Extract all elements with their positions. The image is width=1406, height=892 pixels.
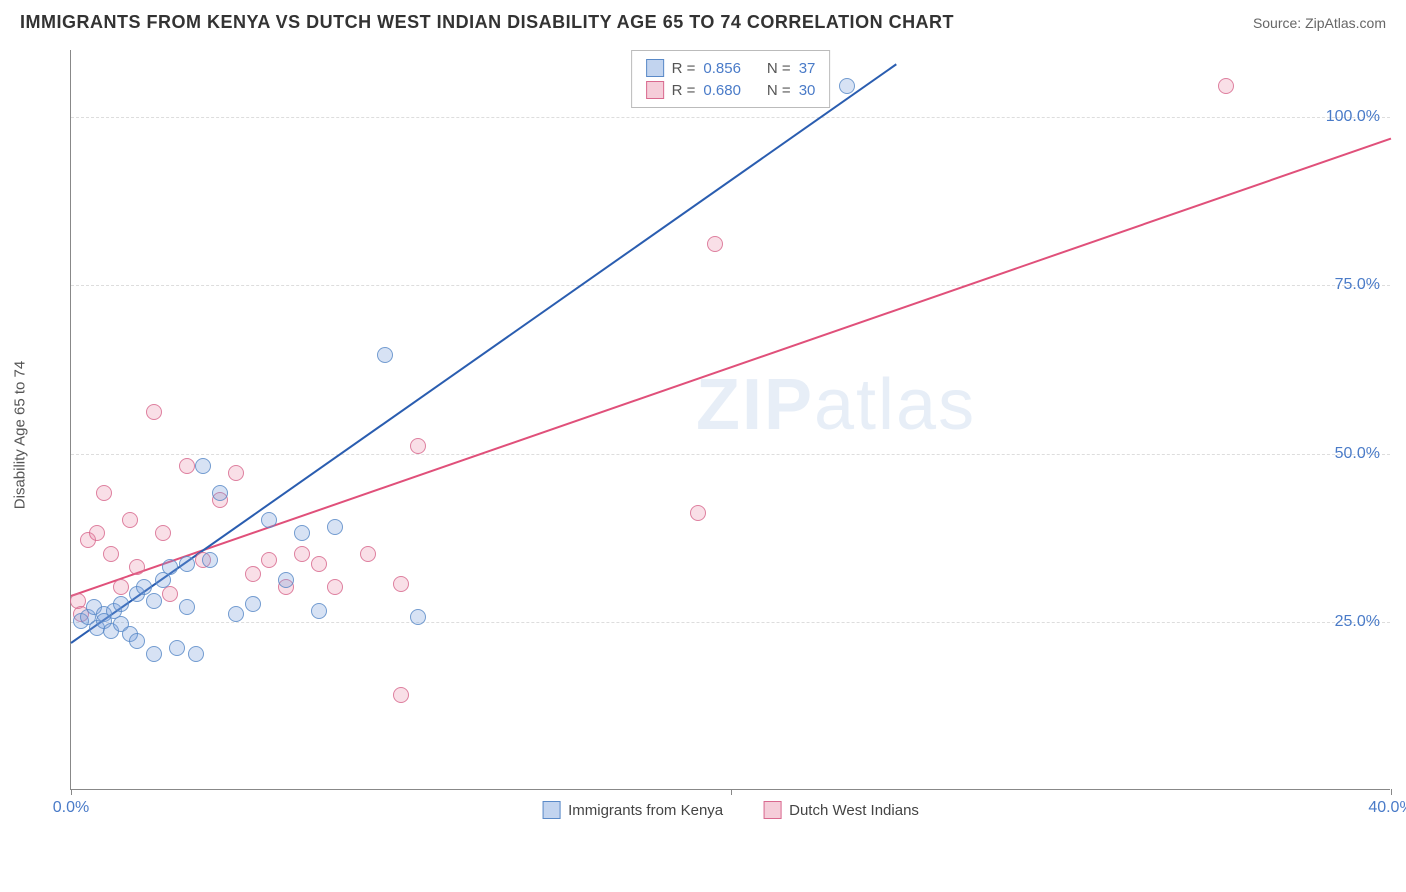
scatter-point-series-a — [327, 519, 343, 535]
y-tick-label: 100.0% — [1326, 108, 1380, 126]
y-tick-label: 25.0% — [1335, 613, 1380, 631]
correlation-legend: R = 0.856 N = 37 R = 0.680 N = 30 — [631, 50, 831, 108]
scatter-point-series-b — [228, 465, 244, 481]
scatter-point-series-a — [146, 646, 162, 662]
x-tick-label: 0.0% — [53, 799, 89, 817]
scatter-point-series-a — [278, 572, 294, 588]
scatter-point-series-b — [393, 576, 409, 592]
scatter-point-series-b — [707, 236, 723, 252]
scatter-point-series-b — [245, 566, 261, 582]
gridline — [71, 285, 1390, 286]
swatch-series-b — [646, 81, 664, 99]
scatter-point-series-a — [294, 525, 310, 541]
y-axis-label: Disability Age 65 to 74 — [12, 361, 29, 509]
scatter-point-series-a — [188, 646, 204, 662]
y-tick-label: 50.0% — [1335, 445, 1380, 463]
scatter-point-series-b — [360, 546, 376, 562]
scatter-point-series-b — [311, 556, 327, 572]
gridline — [71, 622, 1390, 623]
gridline — [71, 117, 1390, 118]
chart-area: Disability Age 65 to 74 ZIPatlas R = 0.8… — [50, 50, 1390, 820]
chart-header: IMMIGRANTS FROM KENYA VS DUTCH WEST INDI… — [0, 0, 1406, 41]
legend-item-series-a: Immigrants from Kenya — [542, 801, 723, 819]
x-tick-label: 40.0% — [1368, 799, 1406, 817]
scatter-point-series-a — [179, 599, 195, 615]
source-name: ZipAtlas.com — [1305, 15, 1386, 31]
scatter-point-series-a — [245, 596, 261, 612]
scatter-point-series-b — [129, 559, 145, 575]
scatter-point-series-b — [122, 512, 138, 528]
swatch-bottom-b — [763, 801, 781, 819]
scatter-point-series-a — [377, 347, 393, 363]
r-value-a: 0.856 — [703, 60, 741, 77]
r-label-a: R = — [672, 60, 696, 77]
scatter-point-series-b — [146, 404, 162, 420]
scatter-point-series-b — [410, 438, 426, 454]
n-label-a: N = — [767, 60, 791, 77]
x-tick-mark — [1391, 789, 1392, 795]
x-tick-mark — [731, 789, 732, 795]
scatter-point-series-b — [327, 579, 343, 595]
scatter-point-series-a — [202, 552, 218, 568]
scatter-point-series-a — [113, 596, 129, 612]
scatter-point-series-a — [179, 556, 195, 572]
scatter-point-series-b — [155, 525, 171, 541]
series-legend: Immigrants from Kenya Dutch West Indians — [542, 801, 919, 819]
n-value-a: 37 — [799, 60, 816, 77]
watermark: ZIPatlas — [696, 364, 976, 446]
legend-label-b: Dutch West Indians — [789, 802, 919, 819]
scatter-point-series-a — [261, 512, 277, 528]
plot-area: ZIPatlas R = 0.856 N = 37 R = 0.680 N = … — [70, 50, 1390, 790]
n-value-b: 30 — [799, 82, 816, 99]
swatch-bottom-a — [542, 801, 560, 819]
scatter-point-series-a — [162, 559, 178, 575]
scatter-point-series-b — [1218, 78, 1234, 94]
legend-label-a: Immigrants from Kenya — [568, 802, 723, 819]
chart-title: IMMIGRANTS FROM KENYA VS DUTCH WEST INDI… — [20, 12, 954, 33]
x-tick-mark — [71, 789, 72, 795]
scatter-point-series-b — [690, 505, 706, 521]
legend-row-series-b: R = 0.680 N = 30 — [646, 79, 816, 101]
source-attribution: Source: ZipAtlas.com — [1253, 15, 1386, 31]
scatter-point-series-a — [169, 640, 185, 656]
scatter-point-series-a — [129, 633, 145, 649]
watermark-bold: ZIP — [696, 365, 814, 445]
source-prefix: Source: — [1253, 15, 1305, 31]
scatter-point-series-a — [839, 78, 855, 94]
scatter-point-series-a — [146, 593, 162, 609]
scatter-point-series-b — [89, 525, 105, 541]
legend-item-series-b: Dutch West Indians — [763, 801, 919, 819]
gridline — [71, 454, 1390, 455]
scatter-point-series-b — [179, 458, 195, 474]
scatter-point-series-b — [103, 546, 119, 562]
scatter-point-series-b — [261, 552, 277, 568]
scatter-point-series-b — [113, 579, 129, 595]
n-label-b: N = — [767, 82, 791, 99]
legend-row-series-a: R = 0.856 N = 37 — [646, 57, 816, 79]
scatter-point-series-a — [410, 609, 426, 625]
scatter-point-series-a — [212, 485, 228, 501]
scatter-point-series-a — [311, 603, 327, 619]
y-tick-label: 75.0% — [1335, 276, 1380, 294]
r-label-b: R = — [672, 82, 696, 99]
trend-line-series-b — [71, 138, 1392, 597]
scatter-point-series-b — [96, 485, 112, 501]
scatter-point-series-b — [393, 687, 409, 703]
scatter-point-series-b — [294, 546, 310, 562]
r-value-b: 0.680 — [703, 82, 741, 99]
scatter-point-series-a — [195, 458, 211, 474]
scatter-point-series-a — [228, 606, 244, 622]
watermark-light: atlas — [814, 365, 976, 445]
swatch-series-a — [646, 59, 664, 77]
